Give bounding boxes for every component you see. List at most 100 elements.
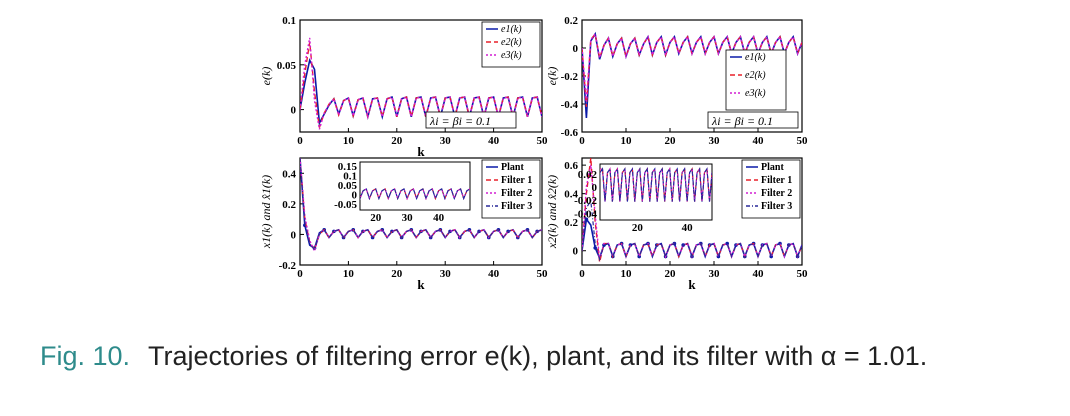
legend-entry: e1(k)	[745, 52, 766, 63]
x-tick-label: 10	[343, 268, 355, 280]
x-tick-label: 20	[391, 268, 403, 280]
legend-entry: e1(k)	[501, 24, 522, 35]
x-axis-label: k	[417, 144, 425, 159]
legend-entry: Filter 2	[501, 188, 532, 199]
series-line-2	[582, 32, 802, 102]
x-tick-label: 40	[488, 268, 500, 280]
legend: e1(k) e2(k) e3(k)	[481, 21, 541, 68]
plot-frame	[299, 19, 543, 133]
x-tick-label: 50	[797, 135, 809, 147]
inset-y-tick-label: -0.05	[334, 199, 357, 211]
y-axis-label: x2(k) and x̂2(k)	[545, 175, 559, 249]
legend-entry: Plant	[761, 162, 784, 173]
inset-y-tick-label: 0.15	[338, 161, 358, 173]
legend-box	[725, 49, 787, 111]
inset-x-tick-label: 20	[370, 212, 382, 224]
x-tick-label: 20	[391, 135, 403, 147]
legend-entry: Filter 3	[501, 201, 532, 212]
y-tick-label: -0.6	[561, 127, 579, 139]
chart-state-x2: 0 10 20 30 40 50 0 0.2 0.4 0.6 k x2(k) and x̂2(k) 20…	[545, 157, 809, 292]
x-tick-label: 10	[343, 135, 355, 147]
y-tick-label: 0.05	[277, 60, 297, 72]
y-tick-label: 0	[573, 246, 579, 258]
legend-entry: e2(k)	[745, 70, 766, 81]
y-axis-label: e(k)	[259, 67, 273, 86]
inset-y-tick-label: -0.04	[574, 208, 597, 220]
legend-entry: e3(k)	[501, 50, 522, 61]
y-tick-label: 0.1	[282, 15, 296, 27]
y-tick-label: -0.2	[279, 260, 297, 272]
caption-label: Fig. 10.	[40, 341, 131, 371]
plot-frame	[299, 157, 543, 266]
x-tick-label: 10	[621, 135, 633, 147]
chart-error-right: 0 10 20 30 40 50 -0.6 -0.4 -0.2 0 0.2 e(k) e1(k) e2(k…	[545, 15, 808, 147]
figure-caption: Fig. 10. Trajectories of filtering error …	[40, 338, 1060, 374]
x-axis-label: k	[688, 277, 696, 292]
figure: 0 10 20 30 40 5000.050.1ke(k)e1(k)e2(k)e3(k)λ…	[259, 15, 809, 292]
y-tick-label: 0	[291, 105, 297, 117]
x-tick-label: 30	[440, 135, 452, 147]
inset-series-line-2	[360, 188, 470, 201]
x-tick-label: 40	[753, 135, 765, 147]
x-tick-label: 40	[488, 135, 500, 147]
annotation-text: λi = βi = 0.1	[711, 114, 773, 128]
y-axis-label: x1(k) and x̂1(k)	[259, 175, 273, 249]
inset-x-tick-label: 30	[402, 212, 414, 224]
legend-entry: Filter 1	[501, 175, 532, 186]
legend-entry: Filter 3	[761, 201, 792, 212]
annotation-box	[425, 111, 517, 129]
y-tick-label: 0.2	[564, 15, 578, 27]
legend-entry: Filter 1	[761, 175, 792, 186]
inset-series-line-3	[600, 167, 712, 202]
y-tick-label: -0.4	[561, 99, 579, 111]
x-tick-label: 30	[709, 268, 721, 280]
legend: e1(k) e2(k) e3(k)	[725, 49, 787, 111]
x-tick-label: 20	[665, 268, 677, 280]
inset-y-tick-label: 0.1	[343, 170, 357, 182]
x-tick-label: 40	[753, 268, 765, 280]
x-tick-label: 0	[579, 135, 585, 147]
x-tick-label: 0	[297, 268, 303, 280]
y-tick-label: 0	[291, 229, 297, 241]
inset-x-tick-label: 40	[433, 212, 445, 224]
legend-entry: e2(k)	[501, 37, 522, 48]
x-tick-label: 20	[665, 135, 677, 147]
x-tick-label: 10	[621, 268, 633, 280]
legend: Plant Filter 1 Filter 2 Filter 3	[741, 159, 801, 219]
legend-entry: Filter 2	[761, 188, 792, 199]
legend: Plant Filter 1 Filter 2 Filter 3	[481, 159, 541, 219]
chart-error-left: 0 10 20 30 40 50 0 0.05 0.1 k e(k) e1(k) e2(k) e3(k) λ…	[259, 15, 548, 159]
y-tick-label: 0.4	[564, 189, 578, 201]
plot-frame	[581, 157, 803, 266]
series-line-3	[300, 158, 542, 251]
x-tick-label: 50	[797, 268, 809, 280]
x-tick-label: 0	[579, 268, 585, 280]
inset-y-tick-label: 0.05	[338, 180, 358, 192]
inset-x-tick-label: 40	[682, 222, 694, 234]
inset-y-tick-label: 0.02	[578, 169, 598, 181]
annotation-text: λi = βi = 0.1	[429, 114, 491, 128]
legend-entry: e3(k)	[745, 88, 766, 99]
inset-frame	[359, 161, 471, 211]
series-line-2	[300, 37, 542, 130]
legend-box	[741, 159, 801, 219]
y-tick-label: 0.2	[282, 199, 296, 211]
x-axis-label: k	[417, 277, 425, 292]
legend-entry: Plant	[501, 162, 524, 173]
x-tick-label: 30	[440, 268, 452, 280]
inset-x-tick-label: 20	[632, 222, 644, 234]
caption-text: Trajectories of filtering error e(k), pl…	[148, 341, 928, 371]
x-tick-label: 50	[537, 268, 549, 280]
series-line-3	[582, 198, 802, 262]
y-axis-label: e(k)	[545, 67, 559, 86]
inset-y-tick-label: 0	[352, 190, 358, 202]
inset-y-tick-label: -0.02	[574, 195, 597, 207]
annotation-box	[707, 111, 799, 129]
y-tick-label: 0.4	[282, 168, 296, 180]
x-tick-label: 50	[537, 135, 549, 147]
y-tick-label: 0.6	[564, 160, 578, 172]
x-tick-label: 0	[297, 135, 303, 147]
